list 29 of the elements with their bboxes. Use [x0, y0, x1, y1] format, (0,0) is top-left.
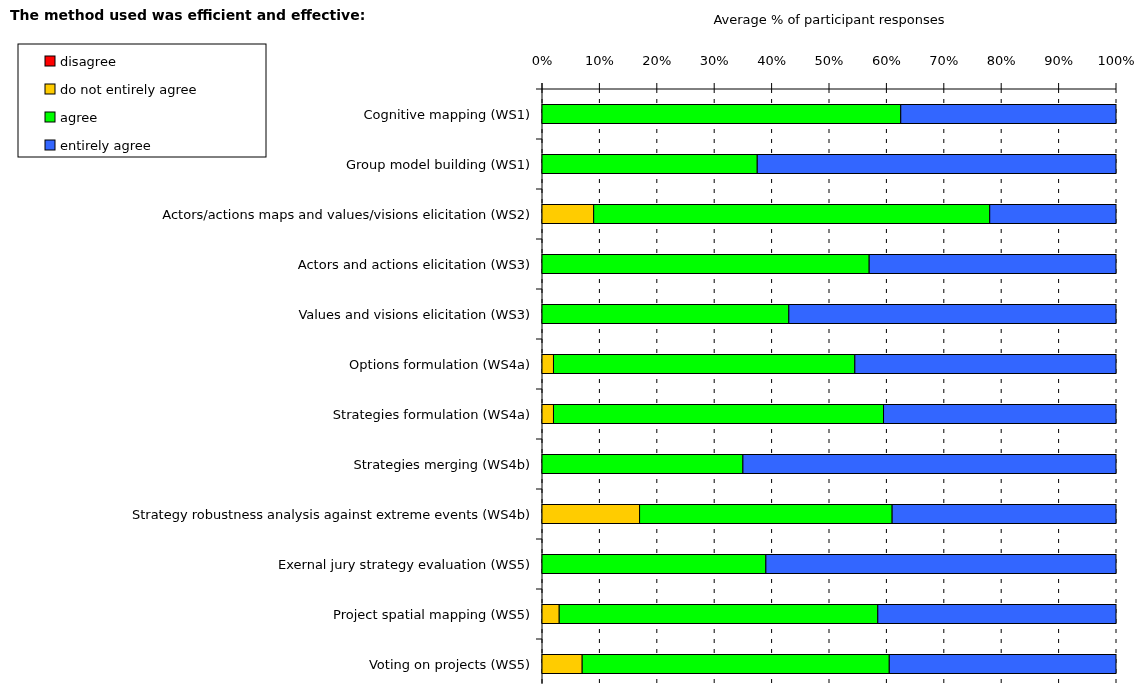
x-tick-label: 10%: [584, 53, 614, 68]
x-tick-label: 100%: [1097, 53, 1135, 68]
y-tick-label: Strategies merging (WS4b): [353, 456, 530, 472]
y-tick-label: Options formulation (WS4a): [349, 356, 530, 372]
x-tick-label: 80%: [986, 53, 1016, 68]
x-tick-label: 30%: [699, 53, 729, 68]
y-tick-label: Exernal jury strategy evaluation (WS5): [278, 556, 530, 572]
x-tick-label: 0%: [531, 53, 553, 68]
y-tick-label: Strategies formulation (WS4a): [332, 406, 530, 422]
y-tick-label: Values and visions elicitation (WS3): [298, 306, 530, 322]
x-tick-label: 60%: [871, 53, 901, 68]
x-tick-label: 20%: [642, 53, 672, 68]
x-tick-label: 50%: [814, 53, 844, 68]
y-tick-label: Actors and actions elicitation (WS3): [297, 256, 530, 272]
y-tick-label: Cognitive mapping (WS1): [363, 106, 530, 122]
legend-label: entirely agree: [60, 137, 151, 153]
y-tick-label: Project spatial mapping (WS5): [333, 606, 530, 622]
legend-label: disagree: [60, 53, 116, 69]
x-axis-title: Average % of participant responses: [713, 12, 945, 27]
x-tick-label: 70%: [929, 53, 959, 68]
y-tick-label: Group model building (WS1): [345, 156, 530, 172]
y-tick-label: Strategy robustness analysis against extreme events (WS4b): [131, 506, 530, 522]
legend-label: agree: [60, 109, 98, 125]
text: The method used was efficient and effective:: [10, 7, 366, 23]
y-tick-label: Voting on projects (WS5): [368, 656, 530, 672]
x-tick-label: 90%: [1044, 53, 1074, 68]
x-tick-label: 40%: [757, 53, 787, 68]
y-tick-label: Actors/actions maps and values/visions elicitation (WS2): [162, 206, 530, 222]
legend-label: do not entirely agree: [60, 81, 197, 97]
